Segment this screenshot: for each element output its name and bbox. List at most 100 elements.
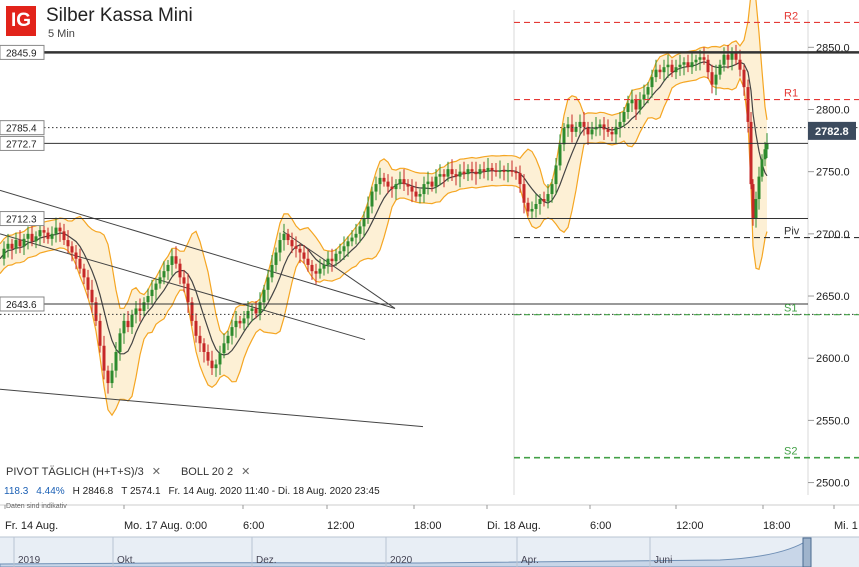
candle [678,64,682,68]
candle [222,343,226,354]
candle [22,238,26,247]
candle [602,124,606,130]
candle [54,227,58,234]
candle [562,128,566,145]
candle [2,248,6,259]
candle [282,233,286,241]
candle [534,204,538,209]
candle [98,320,102,346]
candle [686,62,690,68]
close-icon[interactable]: ✕ [241,466,251,478]
ig-logo: IG [6,6,36,36]
y-tick-label: 2550.0 [816,415,850,427]
high-value: H 2846.8 [72,486,114,497]
candle [734,52,738,60]
candle [614,126,618,135]
candle [462,171,466,175]
candle [474,171,478,175]
candle [546,194,550,202]
candle [582,121,586,127]
x-tick-label: 18:00 [414,520,442,532]
candle [514,171,518,174]
y-tick-label: 2650.0 [816,291,850,303]
candle [730,52,734,60]
y-tick-label: 2850.0 [816,42,850,54]
candle [38,230,42,237]
candle [70,246,74,253]
candle [402,179,406,185]
candle [642,94,646,100]
price-line-tag [0,120,45,136]
candle [394,184,398,190]
candle [658,69,662,73]
candle [578,121,582,127]
boll-indicator-label[interactable]: BOLL 20 2 [180,465,234,478]
pivot-label: Piv [784,226,800,238]
navigator-label: 2020 [390,555,413,566]
x-tick-label: Di. 18 Aug. [487,520,541,532]
candle [458,171,462,177]
candle [86,277,90,290]
candle [410,186,414,192]
indicator-bar: PIVOT TÄGLICH (H+T+S)/3 ✕ BOLL 20 2 ✕ [6,465,264,479]
candle [550,184,554,195]
candle [114,351,118,371]
candle [358,226,362,234]
candle [66,240,70,247]
candle [42,230,46,233]
candle [574,126,578,132]
interval-label[interactable]: 5 Min [48,28,75,40]
candle [650,77,654,88]
y-tick-label: 2800.0 [816,104,850,116]
candle [498,170,502,172]
price-line-label: 2845.9 [6,48,37,59]
close-icon[interactable]: ✕ [151,466,161,478]
candle [494,170,498,172]
price-line-tag [0,296,45,312]
x-tick-label: Mi. 1 [834,520,858,532]
pivot-indicator-label[interactable]: PIVOT TÄGLICH (H+T+S)/3 [6,465,144,478]
candle [702,57,706,60]
change-percent: 4.44% [36,486,65,497]
candle [414,191,418,197]
candle [598,124,602,127]
candle [398,179,402,185]
candle [130,314,134,328]
candle [426,181,430,185]
candle [350,237,354,242]
candle [674,67,678,73]
candle [270,264,274,278]
candle [486,167,490,172]
trend-lines [0,189,424,428]
candle [530,208,534,212]
navigator-handle [802,537,812,567]
candle [234,320,238,328]
candle [522,184,526,203]
x-tick-label: 12:00 [327,520,355,532]
candle [760,159,764,177]
candle [362,218,366,227]
candle [82,268,86,278]
candle [210,360,214,369]
candle [338,251,342,254]
trend-line [0,233,366,341]
candle [502,170,506,172]
candle [698,57,702,60]
candle [718,64,722,75]
candle [757,176,761,200]
candle [242,318,246,324]
candle [18,240,22,247]
candle [526,202,530,212]
pivot-label: R1 [784,88,798,100]
candle [198,335,202,344]
navigator[interactable]: 2019 Okt. Dez. 2020 Apr. Juni [0,536,859,567]
trend-line [282,230,396,309]
candle [90,289,94,303]
candle [566,124,570,129]
candle [238,320,242,324]
candle [150,289,154,297]
candle [190,302,194,321]
candle [751,184,755,219]
candle [382,177,386,182]
